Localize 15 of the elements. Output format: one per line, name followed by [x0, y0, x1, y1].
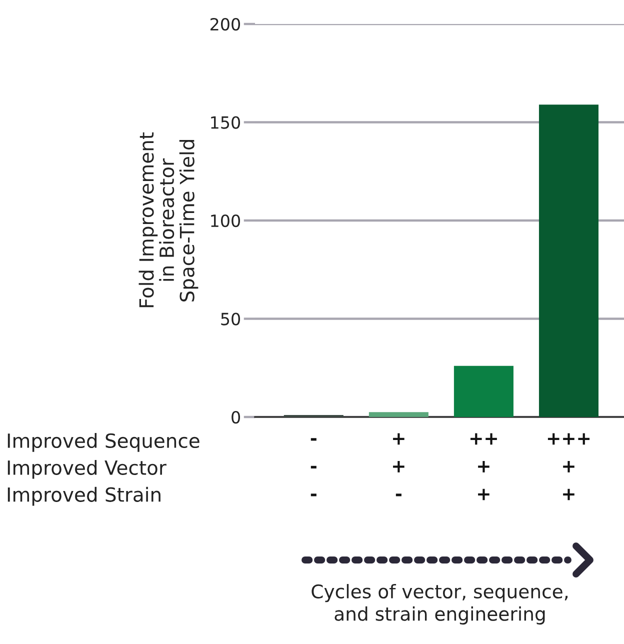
- text: Cycles of vector, sequence, and strain engineering: [312, 584, 568, 625]
- text: Improved Sequence Improved Vector Improved Strain: [8, 433, 200, 506]
- bar: [538, 104, 598, 417]
- category-label: - - -: [310, 438, 316, 496]
- x-tick-label: +++ + +: [548, 433, 590, 500]
- y-tick-label: 50: [221, 312, 240, 326]
- y-tick-label: 200: [210, 18, 240, 31]
- y-tick-label: 150: [211, 116, 240, 129]
- x-tick-label: + + -: [393, 433, 404, 496]
- y-tick-label: 0: [232, 410, 240, 424]
- y-tick-label: 100: [211, 214, 240, 228]
- bar: [368, 412, 428, 417]
- x-tick-label: ++ + +: [470, 433, 497, 500]
- y-axis-title: Fold Improvement in Bioreactor Space-Time Yield: [138, 132, 198, 308]
- bar: [454, 366, 514, 417]
